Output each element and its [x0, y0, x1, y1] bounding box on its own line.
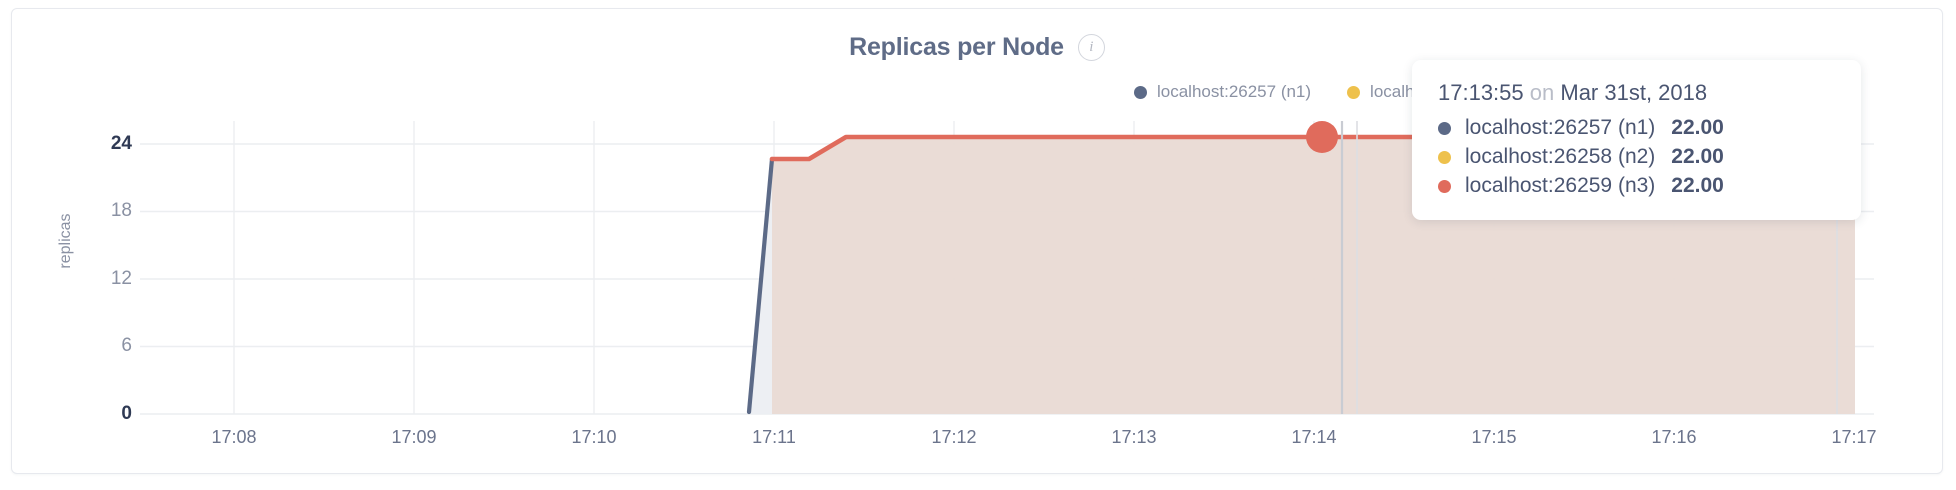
- replicas-per-node-card: Replicas per Node i: [11, 8, 1943, 474]
- x-tick-1716: 17:16: [1651, 427, 1697, 447]
- tooltip-date-value: Mar 31st, 2018: [1560, 80, 1708, 105]
- info-icon[interactable]: i: [1077, 34, 1105, 61]
- y-tick-12: 12: [110, 268, 132, 289]
- chart-tooltip: 17:13:55 on Mar 31st, 2018 localhost:262…: [1412, 60, 1861, 220]
- y-tick-24: 24: [110, 133, 132, 154]
- tooltip-label-n2: localhost:26258 (n2): [1465, 145, 1656, 168]
- tooltip-timestamp: 17:13:55 on Mar 31st, 2018: [1438, 80, 1835, 106]
- tooltip-row-n1: localhost:26257 (n1) 22.00: [1438, 116, 1835, 140]
- x-tick-1717: 17:17: [1831, 427, 1877, 447]
- tooltip-dot-icon: [1438, 121, 1451, 135]
- tooltip-on-word: on: [1529, 80, 1555, 105]
- series-line-n1: [746, 156, 775, 415]
- x-tick-1713: 17:13: [1111, 427, 1157, 447]
- tooltip-value-n3: 22.00: [1671, 174, 1724, 197]
- legend-dot-icon: [1134, 85, 1147, 99]
- tooltip-label-n3: localhost:26259 (n3): [1465, 174, 1656, 197]
- y-tick-18: 18: [110, 200, 132, 221]
- tooltip-series-rows: localhost:26257 (n1) 22.00 localhost:262…: [1438, 116, 1835, 198]
- x-tick-1710: 17:10: [571, 427, 617, 447]
- tooltip-label-n1: localhost:26257 (n1): [1465, 116, 1656, 139]
- legend-dot-icon: [1347, 85, 1361, 99]
- legend-item-n1[interactable]: localhost:26257 (n1): [1134, 82, 1311, 102]
- tooltip-value-n2: 22.00: [1671, 145, 1724, 168]
- tooltip-time-value: 17:13:55: [1438, 80, 1524, 105]
- tooltip-value-n1: 22.00: [1671, 116, 1724, 139]
- x-tick-1714: 17:14: [1291, 427, 1337, 447]
- series-line-n3: [769, 134, 1858, 162]
- x-tick-1708: 17:08: [211, 427, 257, 447]
- x-tick-1715: 17:15: [1471, 427, 1517, 447]
- tooltip-row-n3: localhost:26259 (n3) 22.00: [1438, 174, 1835, 198]
- hover-data-point-marker: [1306, 121, 1338, 153]
- tooltip-dot-icon: [1438, 179, 1451, 193]
- y-tick-0: 0: [121, 403, 132, 424]
- legend-label-n1: localhost:26257 (n1): [1157, 82, 1312, 101]
- x-tick-1712: 17:12: [931, 427, 977, 447]
- tooltip-dot-icon: [1438, 150, 1451, 164]
- tooltip-row-n2: localhost:26258 (n2) 22.00: [1438, 145, 1835, 169]
- x-tick-1711: 17:11: [752, 427, 796, 447]
- y-tick-6: 6: [121, 335, 132, 356]
- x-tick-1709: 17:09: [391, 427, 437, 447]
